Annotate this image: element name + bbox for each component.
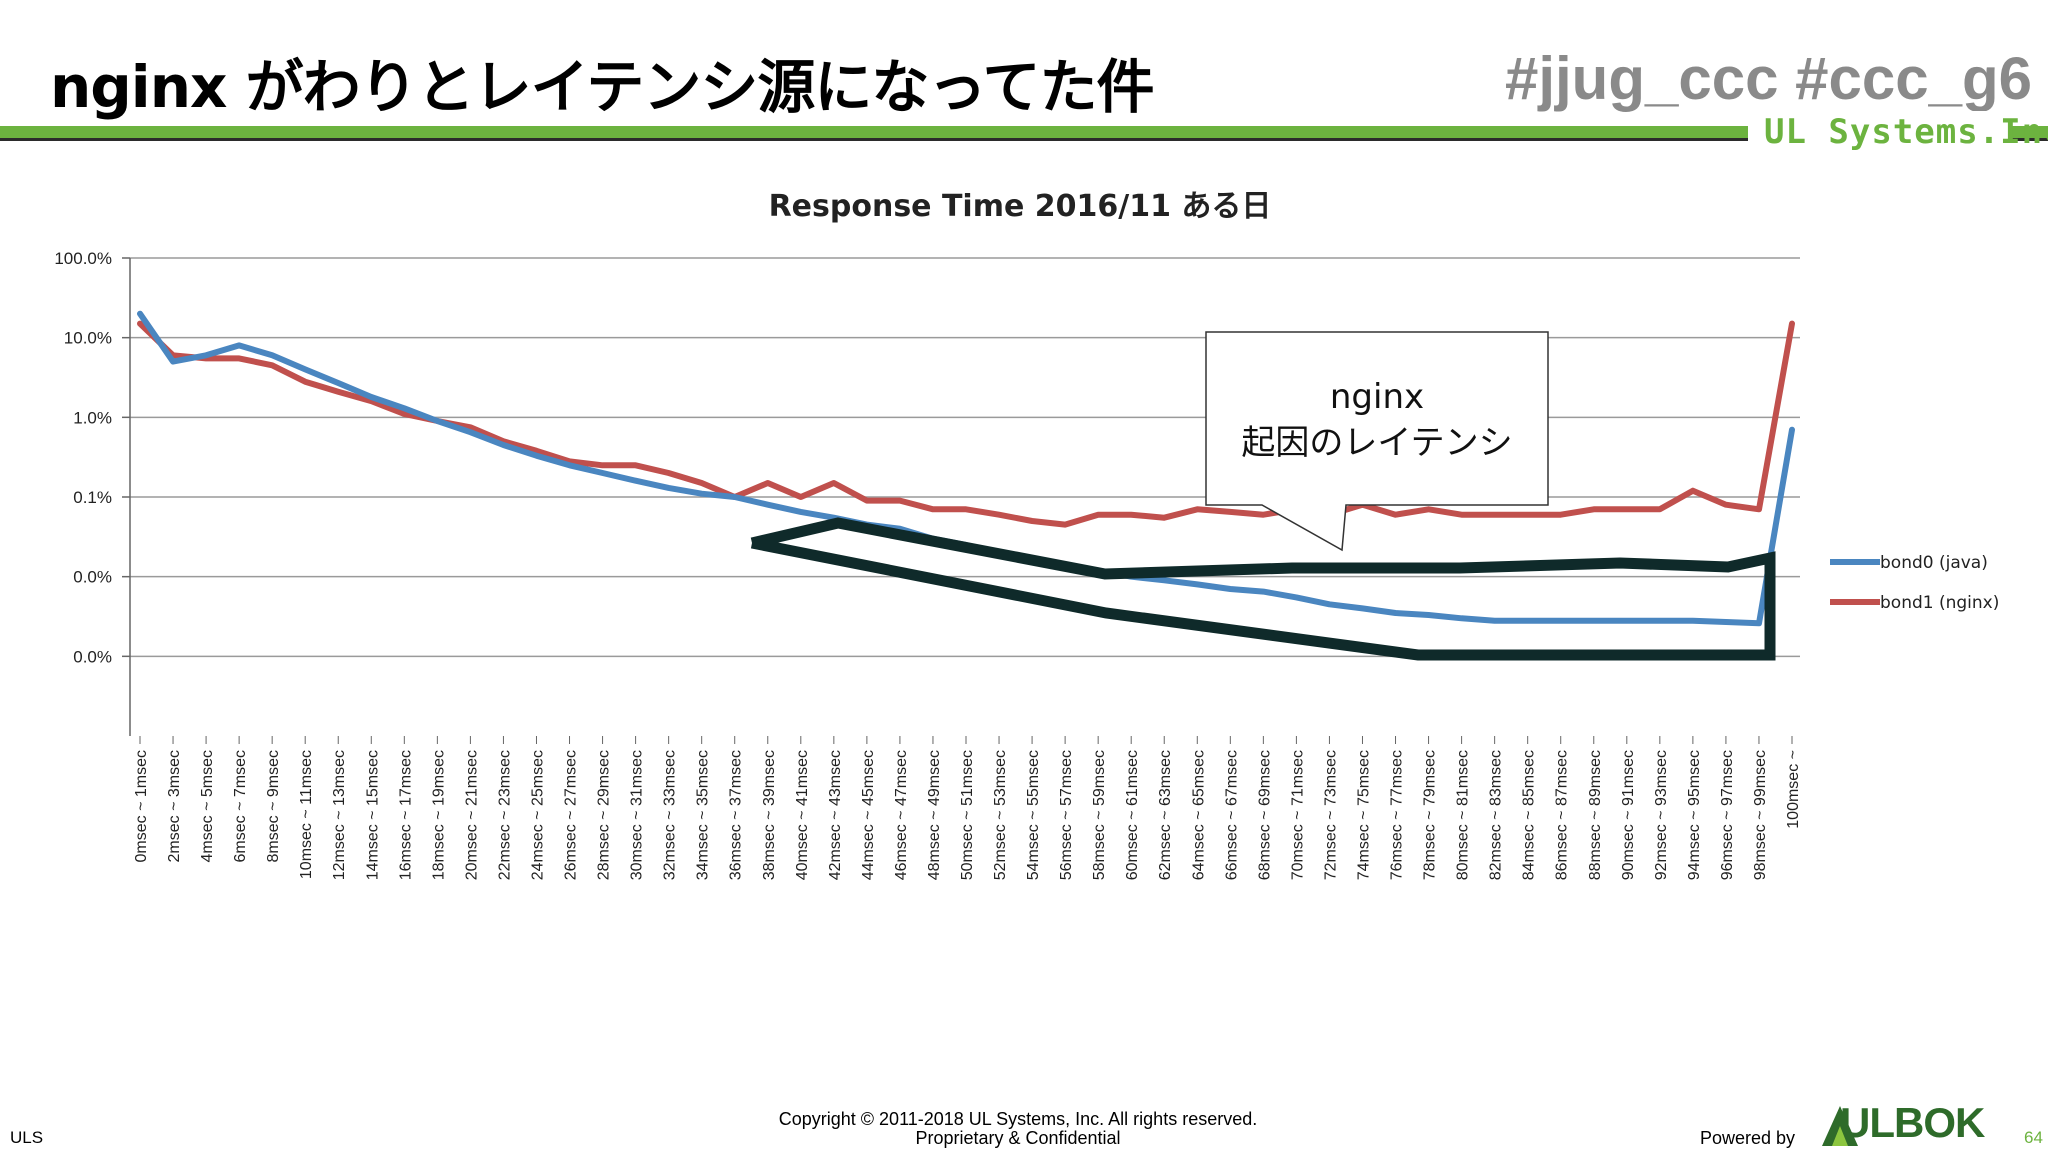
x-tick-label: 18msec ~ 19msec: [430, 750, 447, 880]
x-tick-label: 20msec ~ 21msec: [463, 750, 480, 880]
x-tick-label: 58msec ~ 59msec: [1091, 750, 1108, 880]
slide-title: nginx がわりとレイテンシ源になってた件: [50, 53, 1155, 121]
x-tick-label: 48msec ~ 49msec: [926, 750, 943, 880]
x-tick-label: 74msec ~ 75msec: [1355, 750, 1372, 880]
x-tick-label: 82msec ~ 83msec: [1488, 750, 1505, 880]
x-tick-label: 10msec ~ 11msec: [298, 750, 315, 879]
x-tick-label: 32msec ~ 33msec: [662, 750, 679, 880]
x-tick-label: 98msec ~ 99msec: [1752, 750, 1769, 880]
x-tick-label: 28msec ~ 29msec: [596, 750, 613, 880]
x-tick-label: 72msec ~ 73msec: [1322, 750, 1339, 880]
legend-label: bond0 (java): [1880, 553, 1988, 573]
chart-title: Response Time 2016/11 ある日: [769, 189, 1272, 224]
x-tick-label: 62msec ~ 63msec: [1157, 750, 1174, 880]
x-tick-labels: 0msec ~ 1msec 2msec ~ 3msec 4msec ~ 5msec 6…: [133, 750, 1802, 880]
x-tick-label: 60msec ~ 61msec: [1124, 750, 1141, 880]
ulbok-logo-text: ULBOK: [1840, 1099, 1985, 1146]
footer-copyright: Copyright © 2011-2018 UL Systems, Inc. A…: [778, 1109, 1258, 1129]
x-tick-label: 86msec ~ 87msec: [1554, 750, 1571, 880]
x-tick-label: 56msec ~ 57msec: [1058, 750, 1075, 880]
x-tick-label: 0msec ~ 1msec: [133, 750, 150, 862]
x-tick-label: 6msec ~ 7msec: [232, 750, 249, 862]
x-tick-label: 92msec ~ 93msec: [1653, 750, 1670, 880]
triangle-inner-icon: [1832, 1126, 1848, 1146]
x-tick-label: 100msec ~: [1785, 750, 1802, 829]
x-tick-label: 76msec ~ 77msec: [1389, 750, 1406, 880]
x-tick-label: 54msec ~ 55msec: [1025, 750, 1042, 880]
y-tick-labels: 100.0% 10.0% 1.0% 0.1% 0.0% 0.0%: [54, 249, 112, 666]
header-dark-rule: [0, 138, 2048, 141]
callout-box: [1205, 331, 1549, 552]
y-tick-label: 0.0%: [73, 647, 112, 666]
logo-backdrop: [1748, 111, 2008, 151]
x-tick-label: 2msec ~ 3msec: [166, 750, 183, 862]
x-tick-label: 52msec ~ 53msec: [992, 750, 1009, 880]
footer-confidential: Proprietary & Confidential: [915, 1128, 1121, 1148]
x-tick-label: 64msec ~ 65msec: [1190, 750, 1207, 880]
x-tick-label: 4msec ~ 5msec: [199, 750, 216, 862]
header-green-band: [0, 126, 2048, 138]
x-tick-label: 94msec ~ 95msec: [1686, 750, 1703, 880]
legend-label: bond1 (nginx): [1880, 593, 1999, 613]
x-tick-label: 44msec ~ 45msec: [860, 750, 877, 880]
nginx-latency-outline: [750, 517, 1776, 661]
footer-uls: ULS: [10, 1128, 44, 1147]
ul-systems-logo: UL Systems.Inc.: [1764, 112, 2048, 152]
response-time-chart: Response Time 2016/11 ある日 100.0% 10.0% 1.0…: [40, 176, 1999, 916]
x-tick-label: 22msec ~ 23msec: [496, 750, 513, 880]
x-tick-label: 12msec ~ 13msec: [331, 750, 348, 880]
x-tick-label: 42msec ~ 43msec: [827, 750, 844, 880]
callout-line-2: 起因のレイテンシ: [1241, 423, 1512, 463]
footer-copyright-block: Copyright © 2011-2018 UL Systems, Inc. A…: [0, 1110, 2036, 1148]
page-number: 64: [2024, 1128, 2043, 1147]
x-tick-label: 78msec ~ 79msec: [1422, 750, 1439, 880]
y-tick-label: 1.0%: [73, 408, 112, 427]
x-tick-label: 66msec ~ 67msec: [1223, 750, 1240, 880]
legend: bond0 (java) bond1 (nginx): [1830, 553, 1999, 613]
x-tick-label: 16msec ~ 17msec: [397, 750, 414, 880]
x-tick-label: 88msec ~ 89msec: [1587, 750, 1604, 880]
hashtags: #jjug_ccc #ccc_g6: [1504, 45, 2032, 112]
x-tick-label: 90msec ~ 91msec: [1620, 750, 1637, 880]
x-tick-label: 30msec ~ 31msec: [629, 750, 646, 880]
x-tick-label: 36msec ~ 37msec: [728, 750, 745, 880]
x-tick-label: 68msec ~ 69msec: [1256, 750, 1273, 880]
x-tick-label: 26msec ~ 27msec: [563, 750, 580, 880]
x-tick-label: 34msec ~ 35msec: [695, 750, 712, 880]
x-tick-label: 14msec ~ 15msec: [364, 750, 381, 880]
x-tick-label: 80msec ~ 81msec: [1455, 750, 1472, 880]
y-tick-label: 10.0%: [64, 329, 112, 348]
annotation-layer: nginx 起因のレイテンシ: [750, 331, 1776, 661]
footer-powered-by: Powered by: [1700, 1128, 1796, 1148]
ulbok-logo-mark: [1822, 1106, 1858, 1146]
x-tick-label: 24msec ~ 25msec: [529, 750, 546, 880]
x-tick-label: 46msec ~ 47msec: [893, 750, 910, 880]
x-tick-label: 40msec ~ 41msec: [794, 750, 811, 880]
series-line-bond1: [137, 320, 1795, 528]
callout-line-1: nginx: [1330, 377, 1424, 417]
x-tick-label: 50msec ~ 51msec: [959, 750, 976, 880]
x-tick-label: 84msec ~ 85msec: [1521, 750, 1538, 880]
x-tick-label: 38msec ~ 39msec: [761, 750, 778, 880]
y-tick-label: 100.0%: [54, 249, 112, 268]
y-tick-label: 0.1%: [73, 488, 112, 507]
chart-background: [40, 176, 1800, 916]
x-tick-label: 96msec ~ 97msec: [1719, 750, 1736, 880]
x-tick-label: 8msec ~ 9msec: [265, 750, 282, 862]
x-tick-label: 70msec ~ 71msec: [1289, 750, 1306, 880]
y-tick-label: 0.0%: [73, 568, 112, 587]
